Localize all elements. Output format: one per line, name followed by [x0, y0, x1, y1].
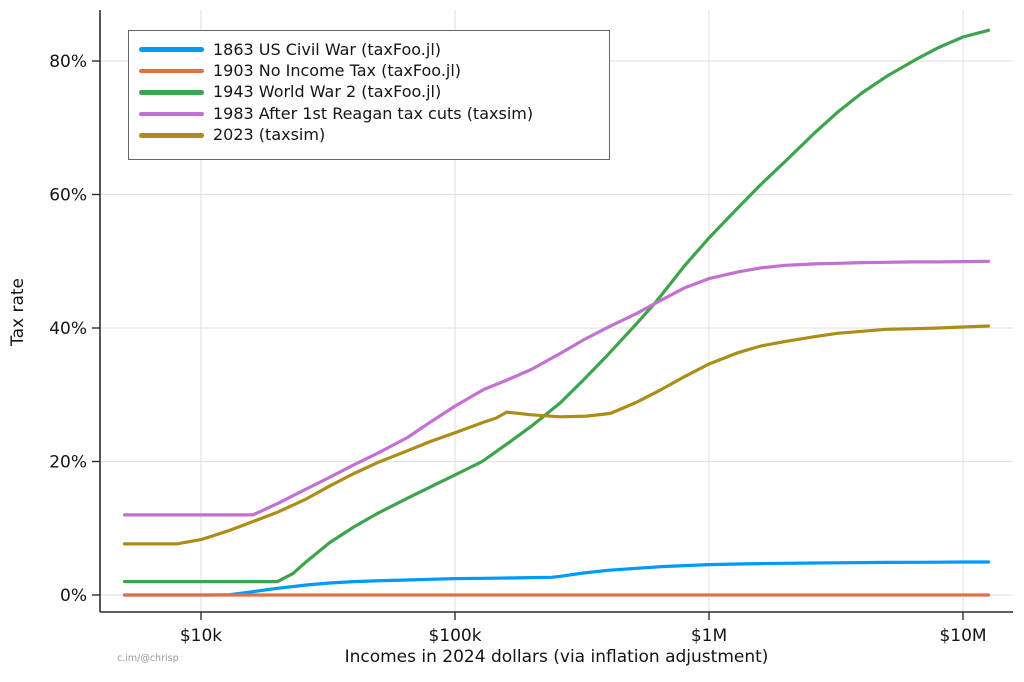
legend-label: 1983 After 1st Reagan tax cuts (taxsim) — [213, 103, 534, 123]
legend-item: 1943 World War 2 (taxFoo.jl) — [139, 82, 609, 103]
y-tick-label: 20% — [49, 453, 87, 473]
series-line — [122, 324, 991, 546]
y-axis-title: Tax rate — [8, 278, 28, 346]
legend-line-swatch — [139, 133, 204, 138]
legend-item: 2023 (taxsim) — [139, 125, 609, 146]
legend-item: 1863 US Civil War (taxFoo.jl) — [139, 39, 609, 60]
legend-label: 1903 No Income Tax (taxFoo.jl) — [213, 61, 462, 81]
legend-line-swatch — [139, 47, 204, 52]
legend-label: 2023 (taxsim) — [213, 125, 326, 145]
watermark: c.im/@chrisp — [117, 653, 179, 664]
x-tick-label: $1M — [691, 626, 727, 646]
legend-label: 1943 World War 2 (taxFoo.jl) — [213, 82, 442, 102]
legend: 1863 US Civil War (taxFoo.jl) 1903 No Inc… — [128, 30, 610, 160]
y-tick-label: 0% — [60, 586, 87, 606]
y-tick-label: 60% — [49, 186, 87, 206]
legend-line-swatch — [139, 90, 204, 95]
series-line — [122, 259, 991, 517]
y-tick-label: 80% — [49, 52, 87, 72]
legend-line-swatch — [139, 111, 204, 117]
legend-line-swatch — [139, 68, 204, 74]
x-axis-title: Incomes in 2024 dollars (via inflation a… — [344, 647, 769, 667]
legend-item: 1903 No Income Tax (taxFoo.jl) — [139, 60, 609, 81]
x-tick-label: $10M — [939, 626, 986, 646]
legend-label: 1863 US Civil War (taxFoo.jl) — [213, 39, 442, 59]
legend-item: 1983 After 1st Reagan tax cuts (taxsim) — [139, 103, 609, 124]
series-line — [122, 560, 991, 597]
x-tick-label: $10k — [180, 626, 222, 646]
series-line — [122, 28, 991, 584]
y-tick-label: 40% — [49, 319, 87, 339]
x-tick-label: $100k — [428, 626, 481, 646]
